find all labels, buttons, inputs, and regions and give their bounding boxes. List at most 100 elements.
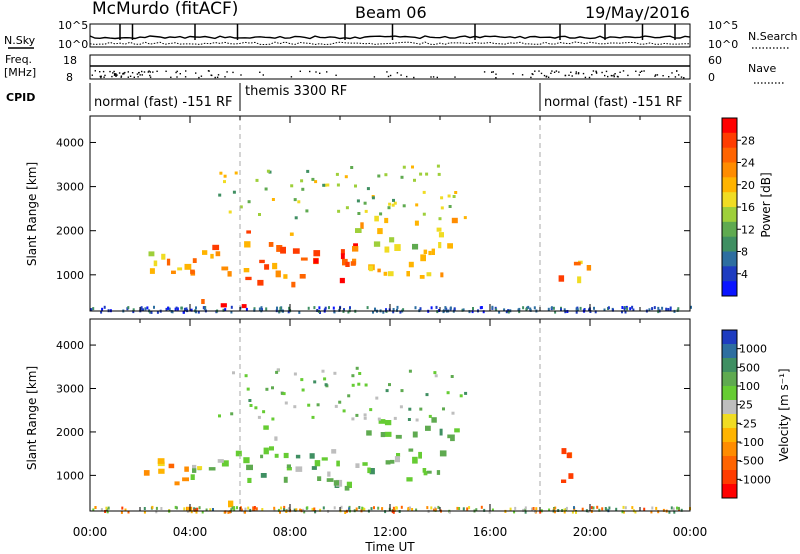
heatmap-cell <box>184 466 189 472</box>
heatmap-cell <box>195 306 197 310</box>
nave-dot <box>396 72 399 74</box>
nave-dot <box>113 74 116 76</box>
heatmap-cell <box>385 389 389 393</box>
heatmap-cell <box>223 174 227 178</box>
colorbar-swatch <box>722 344 737 359</box>
heatmap-cell <box>667 308 670 311</box>
colorbar-swatch <box>722 456 737 471</box>
heatmap-cell <box>127 306 130 310</box>
heatmap-cell <box>268 170 272 174</box>
heatmap-cell <box>347 394 351 398</box>
nave-dot <box>136 73 139 75</box>
x-tick-label: 16:00 <box>473 525 508 539</box>
heatmap-cell <box>370 507 373 511</box>
cpid-segment-2: themis 3300 RF <box>245 84 347 99</box>
nave-dot <box>627 74 629 77</box>
heatmap-cell <box>471 310 474 314</box>
x-tick-label: 04:00 <box>173 525 208 539</box>
nave-dot <box>113 70 115 73</box>
nave-dot <box>601 71 603 74</box>
heatmap-cell <box>230 508 233 512</box>
nave-dot <box>540 72 543 75</box>
nave-dot <box>290 76 293 78</box>
noise-right-tick-bottom: 10^0 <box>708 38 738 51</box>
heatmap-cell <box>107 506 110 510</box>
heatmap-cell <box>230 305 233 309</box>
heatmap-cell <box>245 276 252 281</box>
heatmap-cell <box>488 510 491 514</box>
heatmap-cell <box>412 243 419 250</box>
heatmap-cell <box>355 228 362 233</box>
heatmap-cell <box>345 206 349 210</box>
heatmap-cell <box>323 183 327 187</box>
heatmap-cell <box>665 307 668 311</box>
heatmap-cell <box>433 508 436 512</box>
heatmap-cell <box>311 507 314 511</box>
heatmap-cell <box>171 270 176 274</box>
nave-dot <box>217 74 220 76</box>
heatmap-cell <box>438 242 442 249</box>
heatmap-cell <box>192 468 197 473</box>
nave-dot <box>430 76 432 78</box>
heatmap-cell <box>355 507 358 511</box>
heatmap-cell <box>335 172 339 176</box>
heatmap-cell <box>260 454 264 459</box>
colorbar-swatch <box>722 251 737 267</box>
heatmap-cell <box>266 169 270 173</box>
heatmap-cell <box>402 308 405 312</box>
heatmap-cell <box>434 508 437 512</box>
heatmap-cell <box>276 245 283 252</box>
heatmap-cell <box>409 506 411 510</box>
heatmap-cell <box>657 310 660 314</box>
heatmap-cell <box>212 508 214 511</box>
heatmap-cell <box>245 307 248 311</box>
nave-dot <box>120 76 122 78</box>
x-tick-label: 00:00 <box>73 525 108 539</box>
heatmap-cell <box>607 306 610 310</box>
heatmap-cell <box>227 271 232 277</box>
heatmap-cell <box>293 508 296 512</box>
heatmap-cell <box>472 307 474 310</box>
heatmap-cell <box>263 447 269 455</box>
heatmap-cell <box>94 506 97 509</box>
heatmap-cell <box>254 406 258 410</box>
heatmap-cell <box>608 506 611 510</box>
heatmap-cell <box>324 306 327 310</box>
heatmap-cell <box>345 261 350 267</box>
heatmap-cell <box>259 259 265 264</box>
heatmap-cell <box>387 271 394 277</box>
freq-tick-bottom: 8 <box>66 71 73 84</box>
heatmap-cell <box>381 507 384 511</box>
nave-dot <box>413 76 415 79</box>
heatmap-cell <box>402 165 406 169</box>
heatmap-cell <box>475 508 478 512</box>
heatmap-cell <box>437 172 441 176</box>
heatmap-cell <box>360 222 364 229</box>
nave-dot <box>564 74 567 77</box>
cpid-panel: CPID normal (fast) -151 RF themis 3300 R… <box>6 83 691 111</box>
nave-dot <box>232 71 234 74</box>
heatmap-cell <box>202 250 208 255</box>
nave-dot <box>114 73 116 75</box>
heatmap-cell <box>212 244 220 251</box>
heatmap-cell <box>246 230 251 234</box>
heatmap-cell <box>132 308 135 312</box>
heatmap-cell <box>522 306 525 310</box>
heatmap-cell <box>331 449 337 454</box>
colorbar-swatch <box>722 177 737 193</box>
heatmap-cell <box>90 308 93 312</box>
heatmap-cell <box>316 403 320 407</box>
heatmap-cell <box>415 418 419 422</box>
heatmap-cell <box>673 510 676 514</box>
heatmap-cell <box>350 166 354 169</box>
heatmap-cell <box>260 473 267 478</box>
nave-dot <box>495 77 497 79</box>
heatmap-cell <box>491 508 494 512</box>
nave-dot <box>604 74 606 77</box>
nave-dot <box>454 76 456 78</box>
nave-dot <box>262 74 264 76</box>
noise-search-label: N.Search <box>748 30 798 43</box>
heatmap-cell <box>293 405 297 409</box>
heatmap-cell <box>358 372 362 375</box>
heatmap-cell <box>392 510 395 514</box>
